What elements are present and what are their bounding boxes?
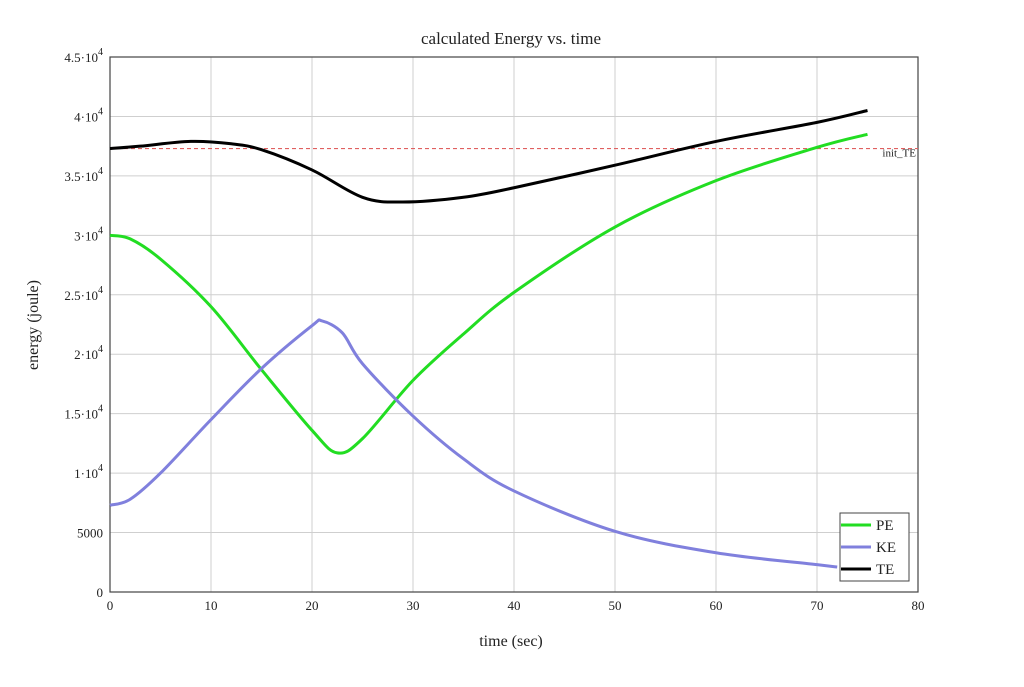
y-tick-mantissa: 1.5·10	[64, 407, 98, 422]
y-tick-mantissa: 2.5·10	[64, 288, 98, 303]
y-tick-exponent: 4	[98, 285, 103, 296]
plot-frame	[109, 56, 919, 593]
series-line-te	[109, 109, 868, 204]
x-tick-label: 40	[508, 598, 521, 613]
y-tick-label: 4·104	[74, 106, 103, 124]
y-tick-mantissa: 3·10	[74, 228, 98, 243]
y-tick-label: 3.5·104	[64, 166, 103, 184]
series-line-pe	[109, 132, 868, 455]
x-tick-label: 20	[306, 598, 319, 613]
y-tick-exponent: 4	[98, 225, 103, 236]
y-tick-mantissa: 4.5·10	[64, 50, 98, 65]
y-axis-label: energy (joule)	[25, 280, 42, 370]
x-tick-label: 30	[407, 598, 420, 613]
x-tick-label: 0	[107, 598, 114, 613]
y-tick-label: 5000	[77, 526, 103, 541]
x-tick-label: 80	[912, 598, 925, 613]
y-tick-mantissa: 2·10	[74, 347, 98, 362]
y-tick-mantissa: 5000	[77, 526, 103, 541]
y-tick-exponent: 4	[98, 404, 103, 415]
x-axis-label: time (sec)	[479, 633, 543, 650]
y-tick-mantissa: 4·10	[74, 109, 98, 124]
x-tick-label: 60	[710, 598, 723, 613]
series-line-ke	[109, 318, 838, 569]
y-tick-exponent: 4	[98, 47, 103, 58]
legend-label: KE	[876, 540, 896, 556]
y-tick-label: 2.5·104	[64, 285, 103, 303]
y-tick-mantissa: 3.5·10	[64, 169, 98, 184]
x-tick-label: 50	[609, 598, 622, 613]
chart-title: calculated Energy vs. time	[421, 29, 601, 48]
init-te-label: init_TE	[882, 148, 916, 160]
y-tick-exponent: 4	[98, 463, 103, 474]
y-tick-exponent: 4	[98, 344, 103, 355]
y-tick-exponent: 4	[98, 166, 103, 177]
y-tick-label: 2·104	[74, 344, 103, 362]
legend-label: PE	[876, 518, 894, 534]
y-tick-label: 1·104	[74, 463, 103, 481]
y-tick-label: 0	[97, 585, 104, 600]
x-tick-label: 70	[811, 598, 824, 613]
y-tick-label: 1.5·104	[64, 404, 103, 422]
y-tick-exponent: 4	[98, 106, 103, 117]
y-tick-mantissa: 1·10	[74, 466, 98, 481]
y-tick-label: 4.5·104	[64, 47, 103, 65]
x-tick-label: 10	[205, 598, 218, 613]
y-tick-label: 3·104	[74, 225, 103, 243]
y-tick-mantissa: 0	[97, 585, 104, 600]
legend-label: TE	[876, 562, 894, 578]
